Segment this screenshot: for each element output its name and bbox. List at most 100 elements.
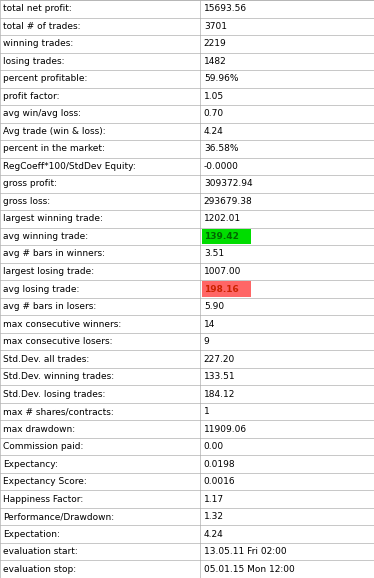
Bar <box>0 35 374 53</box>
Bar <box>0 350 374 368</box>
Bar <box>0 420 374 438</box>
Text: 293679.38: 293679.38 <box>204 197 252 206</box>
Text: 4.24: 4.24 <box>204 529 224 539</box>
Text: 05.01.15 Mon 12:00: 05.01.15 Mon 12:00 <box>204 565 295 574</box>
Text: Std.Dev. winning trades:: Std.Dev. winning trades: <box>3 372 114 381</box>
Bar <box>0 368 374 386</box>
Text: avg losing trade:: avg losing trade: <box>3 284 79 294</box>
Bar <box>202 228 251 244</box>
Text: 3701: 3701 <box>204 22 227 31</box>
Text: 309372.94: 309372.94 <box>204 179 252 188</box>
Text: Expectation:: Expectation: <box>3 529 60 539</box>
Bar <box>202 281 251 297</box>
Bar <box>0 403 374 420</box>
Bar <box>0 245 374 263</box>
Text: 5.90: 5.90 <box>204 302 224 311</box>
Bar <box>0 298 374 315</box>
Bar <box>0 490 374 508</box>
Bar <box>0 192 374 210</box>
Text: Performance/Drawdown:: Performance/Drawdown: <box>3 512 114 521</box>
Text: 139.42: 139.42 <box>204 232 239 241</box>
Text: winning trades:: winning trades: <box>3 39 73 49</box>
Text: total net profit:: total net profit: <box>3 4 72 13</box>
Bar <box>0 561 374 578</box>
Text: Expectancy Score:: Expectancy Score: <box>3 477 87 486</box>
Text: max # shares/contracts:: max # shares/contracts: <box>3 407 114 416</box>
Text: avg # bars in losers:: avg # bars in losers: <box>3 302 96 311</box>
Text: percent in the market:: percent in the market: <box>3 144 105 153</box>
Text: RegCoeff*100/StdDev Equity:: RegCoeff*100/StdDev Equity: <box>3 162 136 171</box>
Text: gross loss:: gross loss: <box>3 197 50 206</box>
Bar <box>0 263 374 280</box>
Text: 36.58%: 36.58% <box>204 144 238 153</box>
Text: 0.00: 0.00 <box>204 442 224 451</box>
Text: avg winning trade:: avg winning trade: <box>3 232 88 241</box>
Text: 1: 1 <box>204 407 209 416</box>
Text: 14: 14 <box>204 320 215 328</box>
Text: Happiness Factor:: Happiness Factor: <box>3 495 83 503</box>
Text: Commission paid:: Commission paid: <box>3 442 83 451</box>
Bar <box>0 438 374 455</box>
Bar <box>0 315 374 333</box>
Bar <box>0 525 374 543</box>
Text: 184.12: 184.12 <box>204 390 235 399</box>
Bar <box>0 105 374 123</box>
Text: evaluation stop:: evaluation stop: <box>3 565 76 574</box>
Bar <box>0 386 374 403</box>
Text: Std.Dev. all trades:: Std.Dev. all trades: <box>3 354 89 364</box>
Text: max consecutive losers:: max consecutive losers: <box>3 337 113 346</box>
Bar <box>0 543 374 561</box>
Bar <box>0 53 374 70</box>
Text: percent profitable:: percent profitable: <box>3 75 88 83</box>
Bar <box>0 175 374 192</box>
Text: max consecutive winners:: max consecutive winners: <box>3 320 121 328</box>
Bar <box>0 508 374 525</box>
Text: profit factor:: profit factor: <box>3 92 59 101</box>
Bar <box>0 473 374 490</box>
Text: 3.51: 3.51 <box>204 250 224 258</box>
Text: 1.17: 1.17 <box>204 495 224 503</box>
Bar <box>0 0 374 17</box>
Text: losing trades:: losing trades: <box>3 57 64 66</box>
Text: 1202.01: 1202.01 <box>204 214 241 224</box>
Text: 0.70: 0.70 <box>204 109 224 118</box>
Text: 1482: 1482 <box>204 57 227 66</box>
Text: 133.51: 133.51 <box>204 372 236 381</box>
Text: largest winning trade:: largest winning trade: <box>3 214 103 224</box>
Text: 2219: 2219 <box>204 39 227 49</box>
Bar <box>0 17 374 35</box>
Text: 15693.56: 15693.56 <box>204 4 247 13</box>
Text: Expectancy:: Expectancy: <box>3 460 58 469</box>
Text: Avg trade (win & loss):: Avg trade (win & loss): <box>3 127 105 136</box>
Bar <box>0 455 374 473</box>
Bar <box>0 280 374 298</box>
Text: gross profit:: gross profit: <box>3 179 57 188</box>
Text: 9: 9 <box>204 337 209 346</box>
Text: 13.05.11 Fri 02:00: 13.05.11 Fri 02:00 <box>204 547 286 556</box>
Text: 11909.06: 11909.06 <box>204 425 247 434</box>
Text: avg # bars in winners:: avg # bars in winners: <box>3 250 105 258</box>
Text: total # of trades:: total # of trades: <box>3 22 80 31</box>
Bar <box>0 70 374 88</box>
Text: largest losing trade:: largest losing trade: <box>3 267 94 276</box>
Text: 1.05: 1.05 <box>204 92 224 101</box>
Text: avg win/avg loss:: avg win/avg loss: <box>3 109 81 118</box>
Text: 1007.00: 1007.00 <box>204 267 241 276</box>
Text: evaluation start:: evaluation start: <box>3 547 78 556</box>
Bar <box>0 210 374 228</box>
Text: 0.0198: 0.0198 <box>204 460 236 469</box>
Text: 227.20: 227.20 <box>204 354 235 364</box>
Text: 0.0016: 0.0016 <box>204 477 236 486</box>
Bar <box>0 228 374 245</box>
Text: 1.32: 1.32 <box>204 512 224 521</box>
Bar <box>0 158 374 175</box>
Text: 198.16: 198.16 <box>204 284 239 294</box>
Text: 59.96%: 59.96% <box>204 75 238 83</box>
Bar <box>0 88 374 105</box>
Bar <box>0 140 374 158</box>
Text: -0.0000: -0.0000 <box>204 162 239 171</box>
Bar <box>0 333 374 350</box>
Bar <box>0 123 374 140</box>
Text: max drawdown:: max drawdown: <box>3 425 75 434</box>
Text: Std.Dev. losing trades:: Std.Dev. losing trades: <box>3 390 105 399</box>
